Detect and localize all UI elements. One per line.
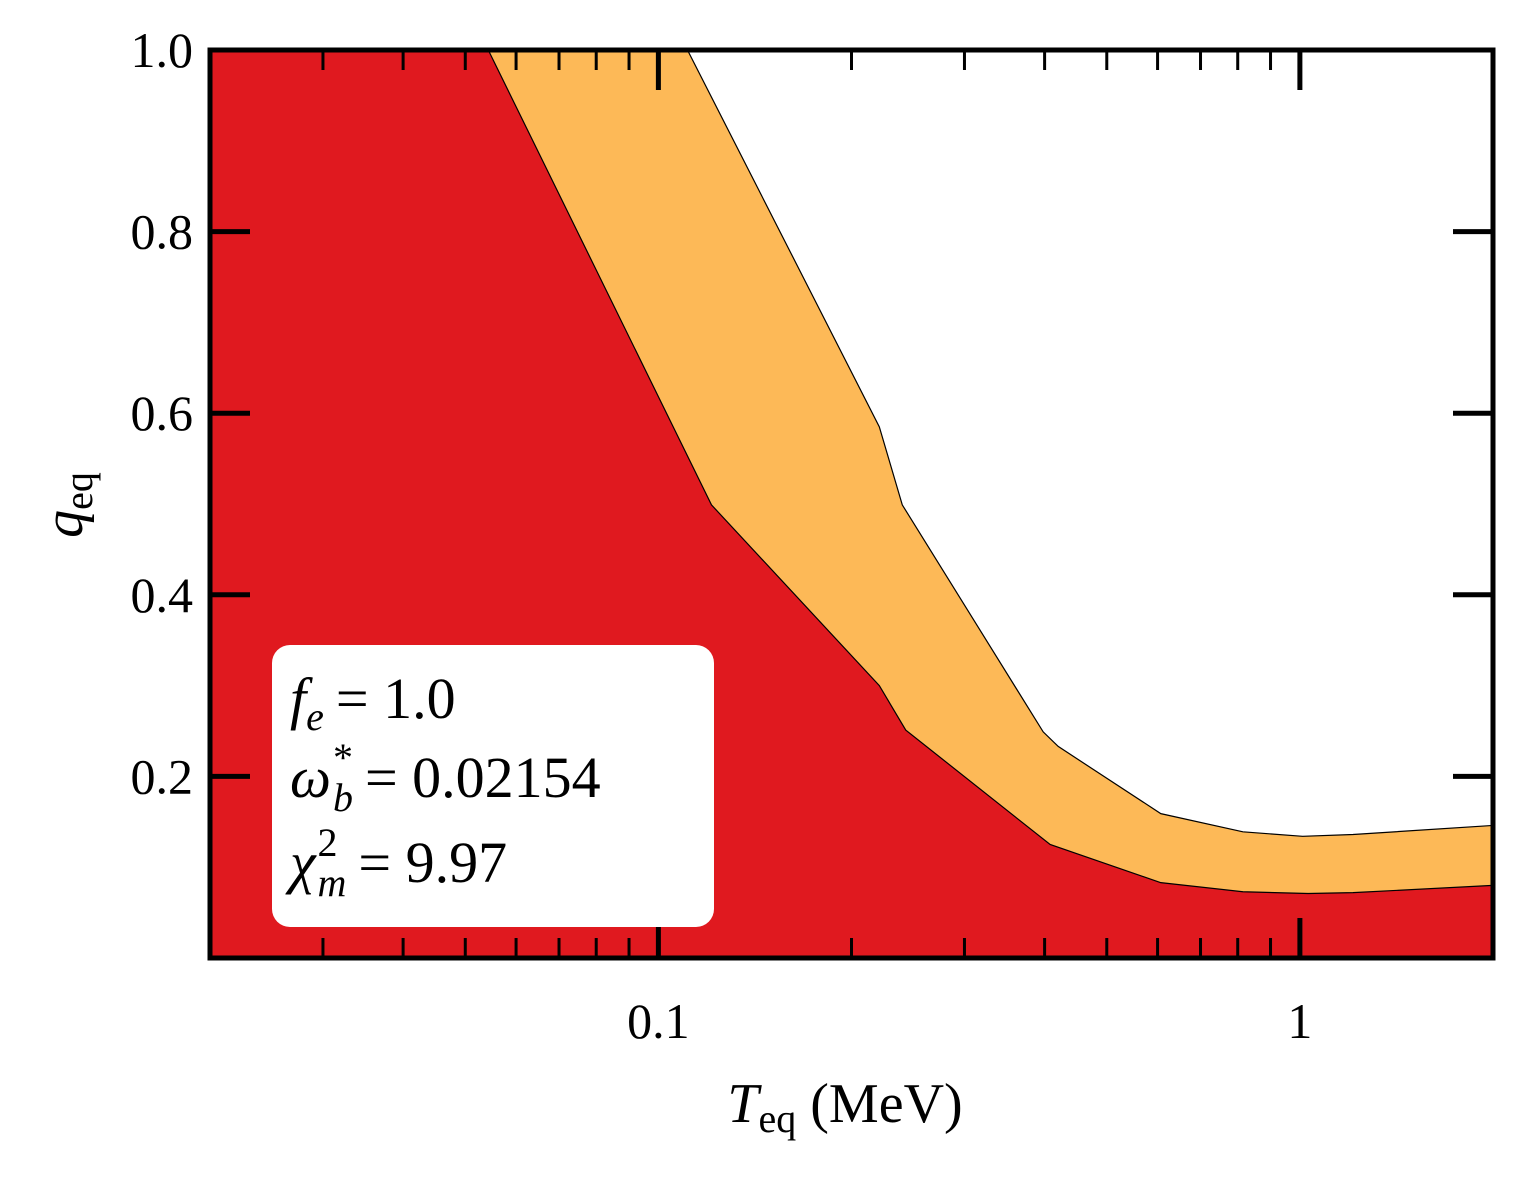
annotation-text: = 9.97 bbox=[358, 830, 507, 895]
axes: 0.2 0.4 0.6 0.8 1.0 0.1 1 bbox=[131, 22, 1493, 1049]
annotation-sub: b bbox=[333, 775, 353, 820]
annotation-symbol: χ bbox=[285, 830, 317, 895]
x-axis-label: Teq (MeV) bbox=[727, 1073, 962, 1141]
annotation: χ2 m = 9.97 bbox=[285, 820, 507, 905]
annotation-background bbox=[272, 645, 714, 927]
y-label-sub: eq bbox=[56, 472, 101, 510]
y-axis-label: qeq bbox=[33, 472, 101, 538]
annotation-sup: 2 bbox=[318, 820, 338, 865]
annotation-sup: * bbox=[333, 735, 353, 780]
y-tick-label: 0.4 bbox=[131, 567, 194, 623]
annotation-sub: m bbox=[318, 860, 347, 905]
area-edge bbox=[210, 50, 1493, 895]
y-tick-label: 0.6 bbox=[131, 385, 194, 441]
x-tick-label: 1 bbox=[1287, 993, 1312, 1049]
y-label-symbol: q bbox=[33, 510, 95, 538]
annotation: ω* b = 0.02154 bbox=[290, 735, 601, 820]
annotation-text: = 0.02154 bbox=[365, 745, 601, 810]
plot-frame bbox=[207, 47, 1496, 961]
x-label-unit: (MeV) bbox=[810, 1073, 962, 1135]
annotation-sub: e bbox=[306, 694, 324, 739]
x-label-symbol: T bbox=[727, 1073, 762, 1135]
y-tick-label: 0.2 bbox=[131, 748, 194, 804]
annotation-symbol: ω bbox=[290, 745, 331, 810]
x-tick-label: 0.1 bbox=[627, 993, 690, 1049]
annotation-text: = 1.0 bbox=[336, 666, 456, 731]
y-tick-label: 0.8 bbox=[131, 204, 194, 260]
x-label-sub: eq bbox=[759, 1096, 797, 1141]
area-edge bbox=[210, 50, 1493, 837]
y-tick-label: 1.0 bbox=[131, 22, 194, 78]
